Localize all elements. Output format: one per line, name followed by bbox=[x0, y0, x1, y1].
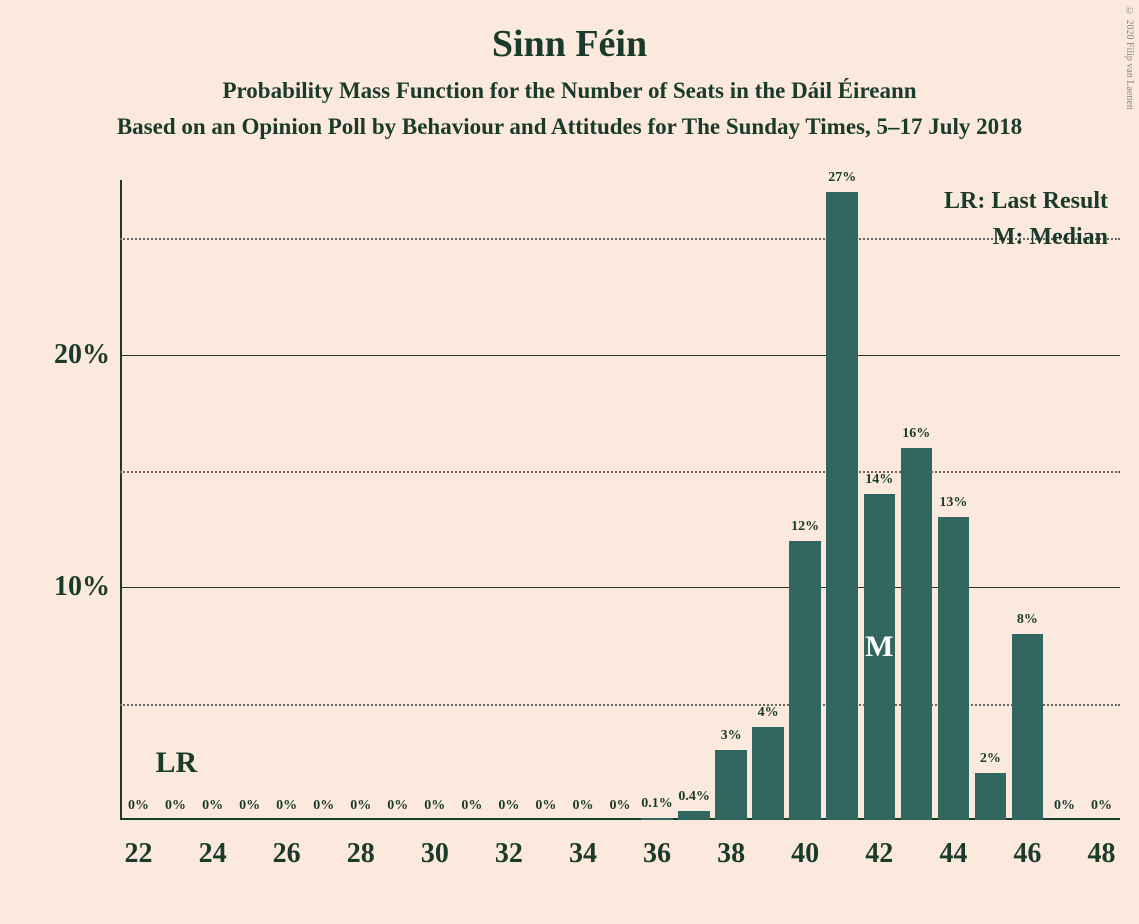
bar-value-label: 0% bbox=[305, 798, 342, 814]
bar-value-label: 0% bbox=[564, 798, 601, 814]
bar-value-label: 0.4% bbox=[676, 789, 713, 805]
x-tick-label: 24 bbox=[183, 838, 243, 870]
gridline-major bbox=[120, 355, 1120, 356]
legend-lr: LR: Last Result bbox=[944, 188, 1108, 215]
y-axis-line bbox=[120, 180, 122, 820]
gridline-minor bbox=[120, 704, 1120, 706]
x-tick-label: 34 bbox=[553, 838, 613, 870]
bar bbox=[789, 541, 820, 820]
bar bbox=[975, 773, 1006, 820]
x-tick-label: 22 bbox=[109, 838, 169, 870]
bar-value-label: 12% bbox=[787, 519, 824, 535]
bar-value-label: 8% bbox=[1009, 612, 1046, 628]
gridline-minor bbox=[120, 238, 1120, 240]
plot-area: 0%0%0%0%0%0%0%0%0%0%0%0%0%0%0.1%0.4%3%4%… bbox=[120, 180, 1120, 820]
x-tick-label: 28 bbox=[331, 838, 391, 870]
chart-subtitle-1: Probability Mass Function for the Number… bbox=[0, 78, 1139, 104]
bar-value-label: 2% bbox=[972, 751, 1009, 767]
bar-value-label: 0% bbox=[342, 798, 379, 814]
bar-value-label: 0% bbox=[601, 798, 638, 814]
bar bbox=[715, 750, 746, 820]
bar-value-label: 3% bbox=[713, 728, 750, 744]
x-tick-label: 30 bbox=[405, 838, 465, 870]
bar-value-label: 0% bbox=[194, 798, 231, 814]
bar bbox=[938, 517, 969, 820]
bar-value-label: 27% bbox=[824, 170, 861, 186]
x-tick-label: 40 bbox=[775, 838, 835, 870]
x-tick-label: 48 bbox=[1071, 838, 1131, 870]
chart-subtitle-2: Based on an Opinion Poll by Behaviour an… bbox=[0, 114, 1139, 140]
x-tick-label: 36 bbox=[627, 838, 687, 870]
gridline-minor bbox=[120, 471, 1120, 473]
bar-value-label: 0% bbox=[157, 798, 194, 814]
x-tick-label: 26 bbox=[257, 838, 317, 870]
bar-value-label: 0% bbox=[490, 798, 527, 814]
bar-value-label: 0% bbox=[527, 798, 564, 814]
x-tick-label: 42 bbox=[849, 838, 909, 870]
y-tick-label: 10% bbox=[30, 571, 110, 603]
bar-value-label: 4% bbox=[750, 705, 787, 721]
median-marker: M bbox=[861, 630, 898, 664]
bar-value-label: 0% bbox=[453, 798, 490, 814]
bar-value-label: 0% bbox=[416, 798, 453, 814]
x-tick-label: 46 bbox=[997, 838, 1057, 870]
bar-value-label: 14% bbox=[861, 472, 898, 488]
x-tick-label: 38 bbox=[701, 838, 761, 870]
x-tick-label: 44 bbox=[923, 838, 983, 870]
bar bbox=[678, 811, 709, 820]
bar-value-label: 0.1% bbox=[639, 796, 676, 812]
bar bbox=[901, 448, 932, 820]
bar-value-label: 16% bbox=[898, 426, 935, 442]
copyright-text: © 2020 Filip van Laenen bbox=[1124, 6, 1135, 110]
y-tick-label: 20% bbox=[30, 339, 110, 371]
bar-value-label: 0% bbox=[120, 798, 157, 814]
x-axis-line bbox=[120, 818, 1120, 820]
gridline-major bbox=[120, 587, 1120, 588]
bar bbox=[641, 818, 672, 820]
bar-value-label: 0% bbox=[1046, 798, 1083, 814]
chart-title: Sinn Féin bbox=[0, 22, 1139, 66]
bar bbox=[1012, 634, 1043, 820]
bar-value-label: 0% bbox=[231, 798, 268, 814]
lr-marker: LR bbox=[156, 746, 198, 780]
bar bbox=[826, 192, 857, 820]
bar-value-label: 0% bbox=[1083, 798, 1120, 814]
bar bbox=[752, 727, 783, 820]
chart-container: Sinn Féin Probability Mass Function for … bbox=[0, 0, 1139, 924]
bar-value-label: 0% bbox=[379, 798, 416, 814]
bar-value-label: 13% bbox=[935, 495, 972, 511]
legend-median: M: Median bbox=[993, 224, 1108, 251]
x-tick-label: 32 bbox=[479, 838, 539, 870]
bar-value-label: 0% bbox=[268, 798, 305, 814]
